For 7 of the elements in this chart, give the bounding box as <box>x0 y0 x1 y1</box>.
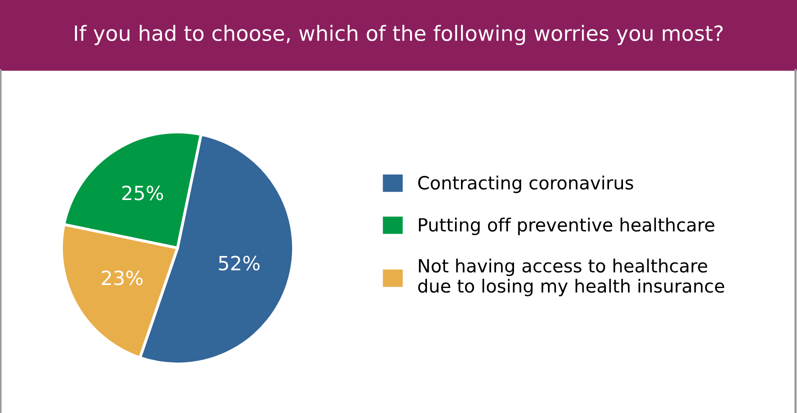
data-label: 23% <box>102 270 143 286</box>
data-label: 25% <box>122 186 164 200</box>
legend-label: Contracting coronavirus <box>418 176 634 194</box>
legend-label: Putting off preventive healthcare <box>418 218 714 236</box>
data-label: 52% <box>218 256 260 270</box>
chart-title: If you had to choose, which of the following worries you most? <box>74 24 723 46</box>
legend-label: Not having access to healthcare due to losing my health insurance <box>418 258 724 296</box>
